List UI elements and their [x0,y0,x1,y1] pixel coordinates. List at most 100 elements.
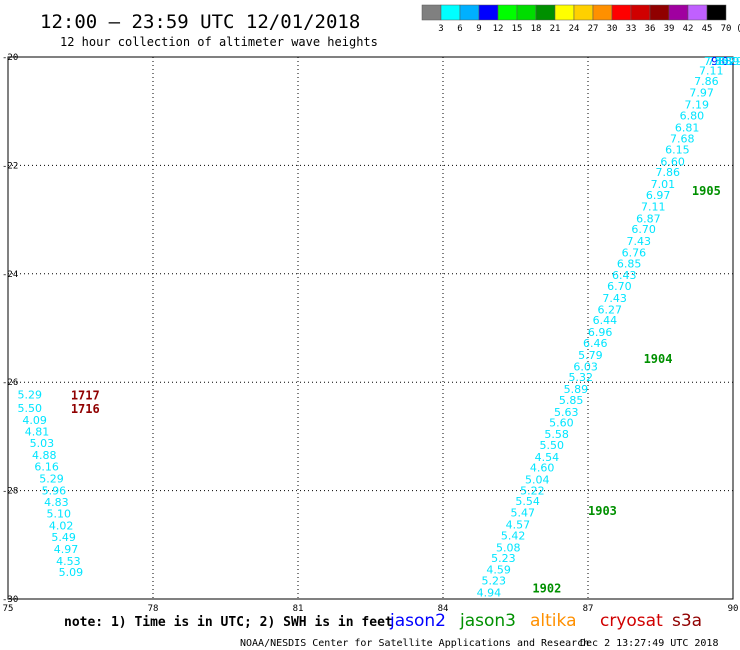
data-point-jason3: 5.42 [501,529,526,542]
legend-label: 3 [438,24,443,34]
legend-label: 36 [645,24,656,34]
data-point-jason3: 7.86 [656,166,681,179]
data-point-jason3: 5.22 [520,484,545,497]
time-label: 1905 [692,184,721,198]
x-tick-label: 87 [583,604,594,614]
legend-label: 30 [607,24,618,34]
data-point-jason3: 6.97 [646,189,671,202]
data-point-jason3: 5.32 [569,371,594,384]
legend-label: 24 [569,24,580,34]
legend-label: 12 [493,24,504,34]
data-point-jason3: 5.54 [515,495,540,508]
data-point-jason3: 7.68 [670,133,695,146]
plot-frame [7,56,734,600]
data-point-jason3: 7.88 [707,55,732,68]
data-point-jason3: 4.60 [530,462,555,475]
legend-swatch [440,4,461,21]
legend-label: 18 [531,24,542,34]
data-point-s3a: 4.81 [25,425,50,438]
legend-label: 27 [588,24,599,34]
data-points: 4.945.234.595.235.085.424.575.475.545.22… [18,55,740,599]
data-point-jason3: 4.94 [477,586,502,599]
data-point-jason3: 5.89 [564,383,589,396]
chart-title: 12:00 – 23:59 UTC 12/01/2018 [40,11,360,33]
data-point-jason3: 6.70 [631,223,656,236]
data-point-jason3: 6.87 [636,212,661,225]
legend-swatch [421,4,442,21]
time-label: 1716 [71,402,100,416]
data-point-s3a: 4.09 [22,414,47,427]
data-point-s3a: 4.88 [32,449,57,462]
satellite-jason3: jason3 [459,611,516,631]
time-label: 1904 [644,352,673,366]
data-point-jason3: 6.81 [675,121,700,134]
data-point-jason3: 6.80 [680,109,705,122]
legend-swatch [573,4,594,21]
footer-credit: NOAA/NESDIS Center for Satellite Applica… [240,638,589,649]
data-point-s3a: 5.96 [42,484,67,497]
y-tick-label: -30 [2,595,18,605]
data-point-jason3: 6.85 [617,257,642,270]
legend-swatch [668,4,689,21]
satellite-cryosat: cryosat [600,611,663,631]
x-tick-label: 90 [728,604,739,614]
data-point-jason3: 7.43 [627,235,652,248]
footer-timestamp: Dec 2 13:27:49 UTC 2018 [580,638,718,649]
data-point-jason3: 4.54 [535,451,560,464]
plot-axes: 75 78 81 84 87 90 -20 -22 -24 -26 -28 -30 [2,53,738,614]
y-tick-label: -22 [2,161,18,171]
data-point-jason3: 5.47 [511,507,536,520]
legend-label: 15 [512,24,523,34]
data-point-jason3: 7.11 [699,64,724,77]
data-point-jason3: 7.55 [704,55,729,68]
data-point-s3a: 5.29 [39,472,64,485]
legend-swatch [554,4,575,21]
time-label: 1902 [532,581,561,595]
data-point-jason3: 6.43 [612,269,637,282]
legend-swatch [516,4,537,21]
data-point-jason3: 7.01 [651,178,676,191]
plot-grid [7,56,734,600]
legend-label: 42 [683,24,694,34]
data-point-jason3: 6.46 [583,337,608,350]
data-point-jason3: 6.70 [607,280,632,293]
y-tick-label: -26 [2,378,18,388]
data-point-jason3: 6.03 [573,360,598,373]
y-tick-label: -20 [2,53,18,63]
data-point-jason3: 4.59 [486,564,511,577]
data-point-s3a: 4.02 [49,520,74,533]
data-point-jason3: 8.89 [715,55,740,68]
data-point-s3a: 4.83 [44,496,69,509]
x-tick-label: 84 [438,604,449,614]
data-point-jason3: 6.76 [622,246,647,259]
legend-label: 45 [702,24,713,34]
data-point-jason3: 5.63 [554,406,579,419]
legend-swatch [630,4,651,21]
data-point-s3a: 6.16 [34,461,59,474]
data-point-s3a: 4.53 [56,555,81,568]
x-tick-label: 81 [293,604,304,614]
legend-label: 21 [550,24,561,34]
legend-swatch [649,4,670,21]
legend-label: (ft) [736,24,740,34]
data-point-jason3: 6.60 [660,155,685,168]
satellite-legend: jason2 jason3 altika cryosat s3a [389,611,702,631]
data-point-jason3: 7.11 [641,200,666,213]
satellite-altika: altika [530,611,577,631]
data-point-s3a: 5.50 [18,402,43,415]
x-tick-label: 75 [3,604,14,614]
data-point-jason3: 5.08 [496,541,521,554]
y-tick-label: -28 [2,487,18,497]
legend-swatch [535,4,556,21]
legend-swatch [592,4,613,21]
satellite-s3a: s3a [672,611,702,631]
data-point-jason3: 6.15 [665,143,690,156]
data-point-jason3: 9.02 [711,55,736,68]
data-point-jason3: 5.04 [525,474,550,487]
data-point-jason3: 5.60 [549,417,574,430]
data-point-jason3: 7.19 [685,98,710,111]
data-point-jason3: 5.85 [559,394,584,407]
data-point-jason3: 5.23 [482,574,507,587]
